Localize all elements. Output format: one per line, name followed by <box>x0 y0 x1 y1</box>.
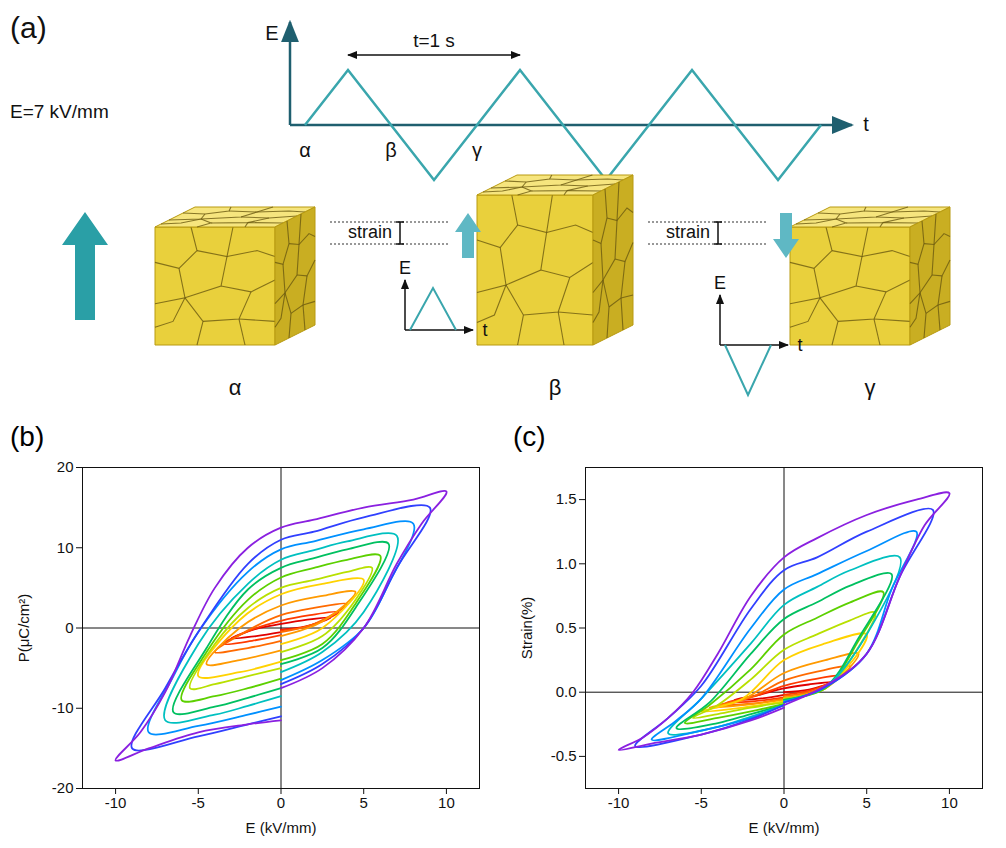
svg-text:t: t <box>482 320 487 340</box>
svg-text:Strain(%): Strain(%) <box>518 597 535 660</box>
svg-text:0: 0 <box>277 794 285 811</box>
svg-text:(a): (a) <box>10 11 47 44</box>
svg-text:E: E <box>265 22 278 44</box>
svg-text:γ: γ <box>865 375 876 400</box>
svg-text:β: β <box>385 139 397 161</box>
svg-text:-5: -5 <box>192 794 205 811</box>
svg-text:0.5: 0.5 <box>556 619 577 636</box>
svg-text:α: α <box>229 375 242 400</box>
svg-text:strain: strain <box>666 222 710 242</box>
svg-text:γ: γ <box>472 139 482 161</box>
svg-text:0: 0 <box>780 794 788 811</box>
svg-text:5: 5 <box>360 794 368 811</box>
svg-text:t: t <box>797 335 802 355</box>
svg-text:20: 20 <box>57 458 74 475</box>
svg-text:α: α <box>299 139 311 161</box>
svg-text:-0.5: -0.5 <box>551 747 577 764</box>
svg-text:β: β <box>549 375 562 400</box>
svg-text:1.5: 1.5 <box>556 490 577 507</box>
svg-text:-5: -5 <box>695 794 708 811</box>
svg-text:E (kV/mm): E (kV/mm) <box>749 819 820 836</box>
svg-text:strain: strain <box>348 222 392 242</box>
svg-text:10: 10 <box>57 539 74 556</box>
svg-text:1.0: 1.0 <box>556 555 577 572</box>
svg-text:10: 10 <box>941 794 958 811</box>
svg-text:-10: -10 <box>608 794 630 811</box>
svg-text:-10: -10 <box>52 699 74 716</box>
svg-text:10: 10 <box>438 794 455 811</box>
html-text:(b): (b) <box>10 421 45 452</box>
html-text:(c): (c) <box>513 421 546 452</box>
svg-text:P(μC/cm²): P(μC/cm²) <box>15 594 32 663</box>
svg-text:-10: -10 <box>105 794 127 811</box>
svg-text:E: E <box>714 273 726 293</box>
svg-text:0: 0 <box>65 619 73 636</box>
svg-text:-20: -20 <box>52 779 74 796</box>
svg-text:t: t <box>863 113 869 135</box>
svg-text:E: E <box>399 258 411 278</box>
svg-text:E (kV/mm): E (kV/mm) <box>246 819 317 836</box>
svg-text:E=7 kV/mm: E=7 kV/mm <box>10 101 109 122</box>
svg-text:t=1 s: t=1 s <box>413 30 455 51</box>
svg-text:5: 5 <box>863 794 871 811</box>
svg-text:0.0: 0.0 <box>556 683 577 700</box>
